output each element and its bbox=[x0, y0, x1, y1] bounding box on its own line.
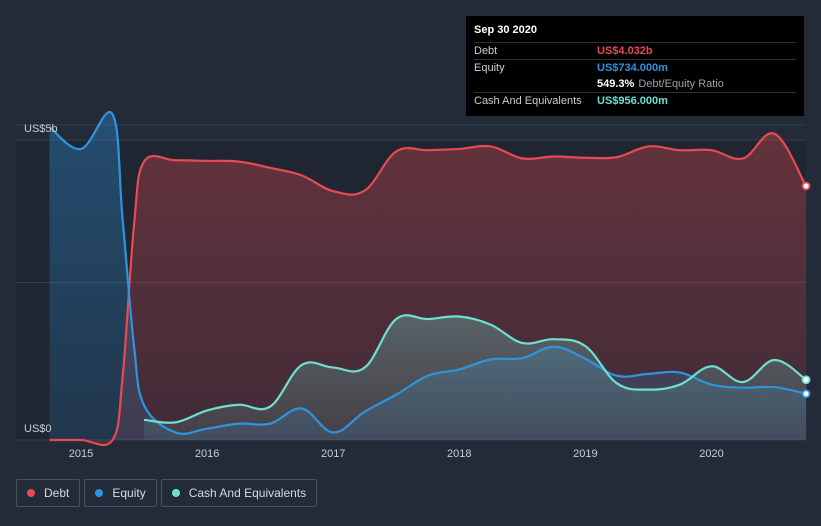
x-tick-label: 2018 bbox=[447, 448, 471, 460]
end-markers bbox=[801, 181, 811, 399]
tooltip-cash-label: Cash And Equivalents bbox=[474, 95, 582, 107]
x-tick-label: 2015 bbox=[69, 448, 93, 460]
tooltip-row-debt: Debt US$4.032b bbox=[474, 42, 796, 59]
series-lines bbox=[48, 110, 808, 447]
cash-end-point bbox=[801, 375, 811, 385]
y-axis-top-label: US$5b bbox=[24, 123, 58, 135]
tooltip-date: Sep 30 2020 bbox=[474, 24, 537, 36]
legend-item-cash[interactable]: Cash And Equivalents bbox=[160, 479, 318, 507]
tooltip-ratio-value: 549.3% bbox=[597, 78, 635, 90]
cash-line bbox=[143, 314, 807, 424]
legend-debt-label: Debt bbox=[44, 486, 70, 500]
equity-line bbox=[48, 110, 807, 435]
equity-end-point bbox=[801, 389, 811, 399]
tooltip-row-equity: Equity US$734.000m bbox=[474, 59, 796, 76]
tooltip-ratio-label: Debt/Equity Ratio bbox=[638, 78, 724, 90]
x-tick-label: 2017 bbox=[321, 448, 345, 460]
tooltip-panel: Sep 30 2020 Debt US$4.032b Equity US$734… bbox=[466, 16, 804, 116]
area-fills bbox=[49, 112, 807, 446]
legend: Debt Equity Cash And Equivalents bbox=[16, 479, 318, 507]
x-tick-label: 2020 bbox=[699, 448, 723, 460]
legend-item-equity[interactable]: Equity bbox=[84, 479, 157, 507]
legend-item-debt[interactable]: Debt bbox=[16, 479, 81, 507]
equity-dot-icon bbox=[95, 489, 104, 497]
tooltip-cash-value: US$956.000m bbox=[597, 95, 668, 107]
debt-end-point bbox=[801, 181, 811, 191]
tooltip-equity-label: Equity bbox=[474, 62, 505, 74]
axes: US$5b US$0 2015 2016 2017 2018 2019 2020 bbox=[24, 123, 724, 460]
debt-dot-icon bbox=[27, 489, 35, 497]
legend-equity-label: Equity bbox=[112, 486, 146, 500]
x-tick-label: 2019 bbox=[573, 448, 597, 460]
tooltip-row-cash: Cash And Equivalents US$956.000m bbox=[474, 92, 796, 109]
y-axis-bottom-label: US$0 bbox=[24, 423, 52, 435]
legend-cash-label: Cash And Equivalents bbox=[188, 486, 307, 500]
debt-line bbox=[49, 132, 808, 447]
tooltip-equity-value: US$734.000m bbox=[597, 62, 668, 74]
tooltip-row-ratio: 549.3% Debt/Equity Ratio bbox=[474, 76, 796, 92]
cash-area bbox=[144, 315, 807, 440]
x-tick-label: 2016 bbox=[195, 448, 219, 460]
tooltip-debt-label: Debt bbox=[474, 45, 498, 57]
tooltip-debt-value: US$4.032b bbox=[597, 45, 653, 57]
debt-area bbox=[49, 133, 807, 446]
cash-dot-icon bbox=[171, 489, 180, 497]
